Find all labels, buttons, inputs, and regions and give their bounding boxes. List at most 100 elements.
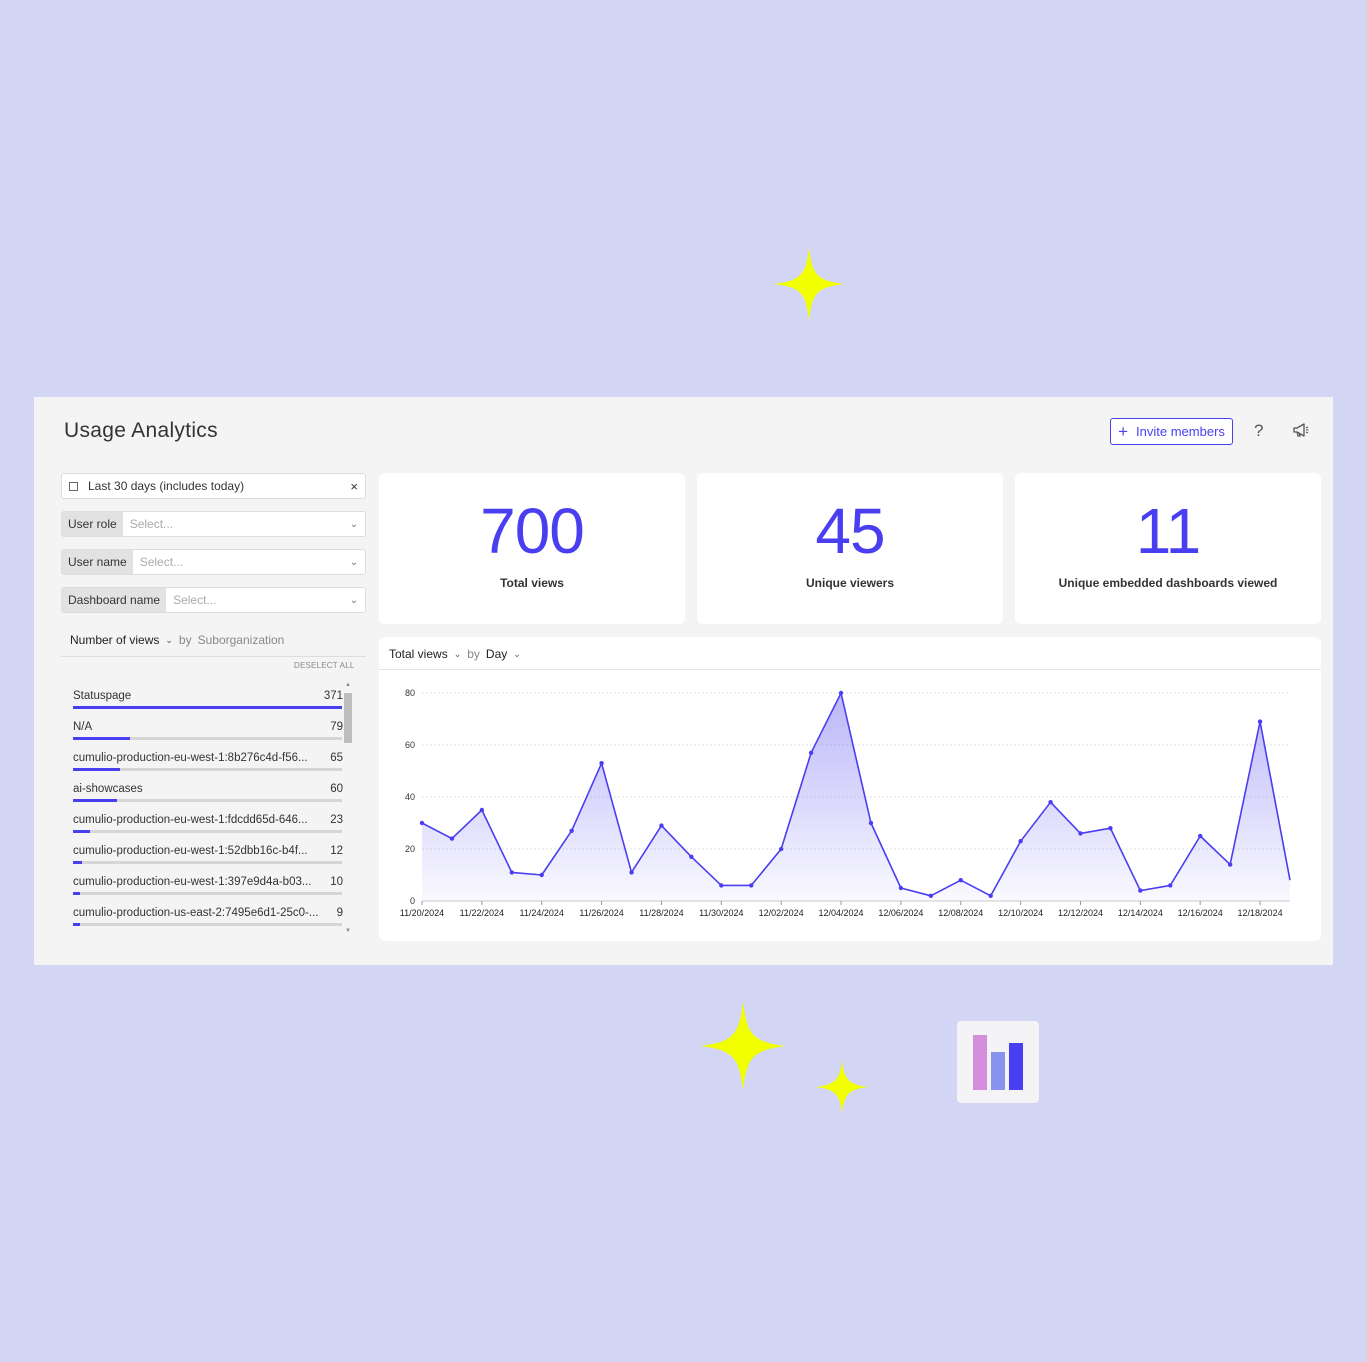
x-tick-label: 12/10/2024 xyxy=(998,908,1043,918)
dashboard-name-filter[interactable]: Dashboard name Select... ⌄ xyxy=(61,587,366,613)
list-item-value: 60 xyxy=(330,783,343,795)
scroll-up-icon[interactable]: ▲ xyxy=(345,682,351,688)
list-item-value: 12 xyxy=(330,845,343,857)
list-item-value: 371 xyxy=(323,690,343,702)
chevron-down-icon[interactable]: ⌄ xyxy=(165,634,173,645)
list-item-bar-fill xyxy=(73,830,90,833)
list-item-bar-fill xyxy=(73,861,82,864)
data-point xyxy=(719,883,724,888)
chart-by-label: by xyxy=(467,647,480,661)
list-item-bar-track xyxy=(73,892,342,895)
list-item[interactable]: cumulio-production-eu-west-1:fdcdd65d-64… xyxy=(73,814,343,845)
series-area xyxy=(422,693,1290,901)
megaphone-icon[interactable] xyxy=(1292,422,1310,443)
list-item-name: Statuspage xyxy=(73,690,132,702)
total-views-chart-card: Total views ⌄ by Day ⌄ 0 20 40 60 80 11/20/20… xyxy=(379,637,1321,941)
x-tick-label: 12/16/2024 xyxy=(1178,908,1223,918)
user-name-filter[interactable]: User name Select... ⌄ xyxy=(61,549,366,575)
list-item[interactable]: cumulio-production-us-east-2:7495e6d1-25… xyxy=(73,907,343,938)
user-role-placeholder: Select... xyxy=(129,517,174,531)
data-point xyxy=(509,870,514,875)
x-tick-label: 11/20/2024 xyxy=(400,908,444,918)
list-item[interactable]: cumulio-production-eu-west-1:8b276c4d-f5… xyxy=(73,752,343,783)
data-point xyxy=(749,883,754,888)
breakdown-by-label: by xyxy=(178,633,192,647)
list-item[interactable]: N/A 79 xyxy=(73,721,343,752)
data-point xyxy=(629,870,634,875)
x-tick-label: 11/24/2024 xyxy=(520,908,564,918)
x-tick-label: 12/18/2024 xyxy=(1238,908,1283,918)
data-point xyxy=(1138,888,1143,893)
usage-analytics-panel: Usage Analytics + Invite members ? Last … xyxy=(34,397,1333,965)
chevron-down-icon[interactable]: ⌄ xyxy=(513,648,521,659)
date-range-filter[interactable]: Last 30 days (includes today) × xyxy=(61,473,366,499)
data-point xyxy=(599,761,604,766)
series-line xyxy=(421,692,1291,897)
list-item-bar-track xyxy=(73,799,342,802)
invite-members-button[interactable]: + Invite members xyxy=(1110,418,1233,445)
breakdown-header: Number of views ⌄ by Suborganization xyxy=(70,633,284,647)
breakdown-measure[interactable]: Number of views xyxy=(70,633,160,647)
kpi-value: 11 xyxy=(1135,495,1201,567)
page-title: Usage Analytics xyxy=(64,419,218,442)
list-item-name: cumulio-production-eu-west-1:397e9d4a-b0… xyxy=(73,876,312,888)
list-item[interactable]: Statuspage 371 xyxy=(73,690,343,721)
kpi-card-total-views: 700 Total views xyxy=(379,473,685,624)
data-point xyxy=(808,750,814,755)
list-item-value: 9 xyxy=(336,907,343,919)
chevron-down-icon[interactable]: ⌄ xyxy=(453,648,462,659)
dashboard-name-label: Dashboard name xyxy=(62,588,167,612)
data-point xyxy=(569,828,574,833)
x-tick-label: 12/08/2024 xyxy=(938,908,983,918)
list-item-bar-track xyxy=(73,737,342,740)
breakdown-scrollbar[interactable]: ▲ ▼ xyxy=(344,682,352,934)
clear-date-icon[interactable]: × xyxy=(350,479,358,494)
list-item-name: cumulio-production-us-east-2:7495e6d1-25… xyxy=(73,907,319,919)
list-item[interactable]: ai-showcases 60 xyxy=(73,783,343,814)
total-views-area-chart: 0 20 40 60 80 11/20/2024 11/22/2024 11/24/2024 1… xyxy=(400,688,1291,918)
list-item-bar-fill xyxy=(73,768,121,771)
list-item-value: 10 xyxy=(330,876,343,888)
list-item-bar-fill xyxy=(73,706,342,709)
x-tick-label: 11/28/2024 xyxy=(639,908,683,918)
scroll-down-icon[interactable]: ▼ xyxy=(345,928,351,934)
data-point xyxy=(689,854,694,859)
deselect-all-button[interactable]: DESELECT ALL xyxy=(294,661,355,670)
x-tick-label: 11/22/2024 xyxy=(460,908,504,918)
data-point xyxy=(988,893,993,898)
data-point xyxy=(928,893,934,898)
plus-icon: + xyxy=(1118,422,1129,441)
divider xyxy=(61,656,366,657)
list-item-value: 65 xyxy=(330,752,343,764)
help-icon[interactable]: ? xyxy=(1254,421,1264,440)
data-point xyxy=(958,878,963,883)
list-item-bar-track xyxy=(73,768,342,771)
data-point xyxy=(1018,839,1023,844)
x-tick-label: 12/06/2024 xyxy=(878,908,923,918)
user-role-filter[interactable]: User role Select... ⌄ xyxy=(61,511,366,537)
data-point xyxy=(659,823,664,828)
breakdown-dimension: Suborganization xyxy=(197,633,285,647)
bar-chart-logo-icon xyxy=(957,1021,1039,1103)
user-name-placeholder: Select... xyxy=(139,555,184,569)
data-point xyxy=(1168,883,1173,888)
user-name-label: User name xyxy=(62,550,133,574)
data-point xyxy=(1078,831,1083,836)
list-item-bar-fill xyxy=(73,737,131,740)
data-point xyxy=(1108,826,1113,831)
data-point xyxy=(419,820,425,826)
calendar-icon xyxy=(69,481,78,491)
kpi-label: Unique embedded dashboards viewed xyxy=(1058,576,1278,590)
list-item-name: cumulio-production-eu-west-1:52dbb16c-b4… xyxy=(73,845,308,857)
y-tick-label: 40 xyxy=(405,792,415,802)
list-item[interactable]: cumulio-production-eu-west-1:52dbb16c-b4… xyxy=(73,845,343,876)
x-tick-label: 11/30/2024 xyxy=(699,908,743,918)
scrollbar-thumb[interactable] xyxy=(344,693,352,743)
chart-granularity[interactable]: Day xyxy=(485,647,508,661)
data-point xyxy=(479,807,485,813)
list-item[interactable]: cumulio-production-eu-west-1:397e9d4a-b0… xyxy=(73,876,343,907)
chart-header: Total views ⌄ by Day ⌄ xyxy=(389,647,521,661)
list-item-name: ai-showcases xyxy=(73,783,143,795)
data-point xyxy=(1198,833,1203,839)
chart-measure[interactable]: Total views xyxy=(389,647,448,661)
